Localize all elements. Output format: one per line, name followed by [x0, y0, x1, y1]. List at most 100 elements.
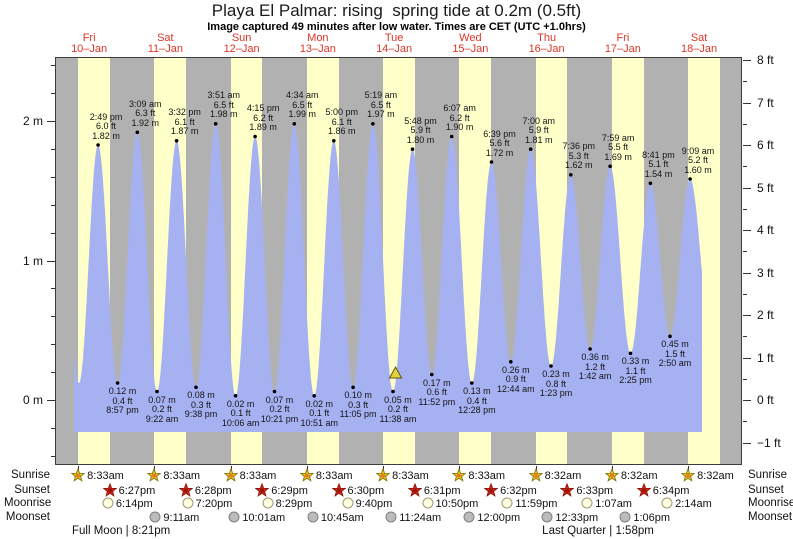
astro-row-label-sunrise: Sunrise	[748, 469, 787, 481]
sunset-entry: 6:34pm	[636, 482, 690, 500]
sunset-entry: 6:32pm	[483, 482, 537, 500]
high-tide-label: 7:59 am 5.5 ft 1.69 m	[601, 132, 635, 162]
moonset-time: 10:45am	[320, 512, 364, 524]
day-header: Mon 13–Jan	[300, 33, 336, 54]
left-axis-minor-tick	[51, 344, 55, 346]
low-tide-label: 0.23 m 0.8 ft 1:23 pm	[539, 369, 573, 398]
sunset-time: 6:30pm	[347, 485, 385, 497]
low-tide-dot	[549, 364, 553, 368]
right-axis-tick-label: 2 ft	[757, 308, 774, 322]
sunset-icon	[178, 482, 195, 500]
moonrise-entry: 6:14pm	[102, 497, 153, 511]
high-tide-label: 7:00 am 5.9 ft 1.81 m	[522, 115, 555, 145]
low-tide-label: 0.33 m 1.1 ft 2:25 pm	[619, 356, 652, 386]
high-tide-dot	[489, 160, 494, 164]
astro-row-label-moonrise: Moonrise	[4, 497, 52, 509]
right-axis-minor-tick	[743, 336, 747, 338]
moonrise-time: 8:29pm	[275, 498, 313, 510]
moonrise-icon	[342, 497, 356, 512]
low-tide-dot	[668, 334, 672, 339]
high-tide-label: 8:41 pm 5.1 ft 1.54 m	[642, 149, 675, 179]
moonset-icon	[385, 511, 399, 526]
moonrise-entry: 1:07am	[581, 497, 632, 511]
day-date: 17–Jan	[604, 42, 641, 55]
right-axis-minor-tick	[743, 81, 747, 83]
right-axis-minor-tick	[743, 378, 747, 380]
high-tide-label: 4:34 am 6.5 ft 1.99 m	[285, 90, 319, 120]
sunrise-icon	[528, 467, 545, 485]
right-axis-tick-label: 6 ft	[757, 138, 774, 152]
sunrise-time: 8:33am	[392, 470, 429, 482]
low-tide-dot	[155, 389, 159, 394]
sunset-time: 6:28pm	[194, 485, 232, 497]
moonrise-time: 1:07am	[595, 498, 632, 510]
sunset-time: 6:32pm	[500, 485, 537, 497]
low-tide-dot	[351, 385, 355, 390]
moonrise-icon	[182, 497, 196, 512]
sunrise-entry: 8:32am	[680, 467, 734, 485]
left-axis-major-tick	[47, 400, 55, 401]
moon-phase-note-full-moon: Full Moon | 8:21pm	[72, 525, 171, 537]
moonset-entry: 10:01am	[228, 511, 285, 525]
low-tide-dot	[194, 385, 198, 390]
sunrise-icon	[299, 467, 316, 485]
tide-area	[74, 123, 702, 433]
moonset-time: 11:24am	[399, 512, 442, 524]
day-date: 12–Jan	[223, 42, 260, 55]
sunset-icon	[331, 482, 348, 500]
sunset-icon	[483, 482, 500, 500]
left-axis-minor-tick	[51, 427, 55, 429]
left-axis-minor-tick	[51, 232, 55, 234]
sunrise-icon	[223, 467, 240, 485]
high-tide-dot	[135, 130, 140, 135]
sunrise-time: 8:33am	[468, 470, 506, 482]
sunset-time: 6:34pm	[652, 485, 690, 497]
high-tide-label: 3:32 pm 6.1 ft 1.87 m	[168, 107, 201, 137]
sunrise-icon	[680, 467, 697, 485]
sunrise-icon	[146, 467, 163, 485]
page-subtitle: Image captured 49 minutes after low wate…	[207, 21, 586, 33]
high-tide-label: 5:19 am 6.5 ft 1.97 m	[364, 90, 398, 120]
day-date: 10–Jan	[71, 42, 108, 55]
high-tide-label: 7:36 pm 5.3 ft 1.62 m	[562, 141, 596, 171]
low-tide-label: 0.10 m 0.3 ft 11:05 pm	[339, 390, 377, 420]
high-tide-label: 5:48 pm 5.9 ft 1.80 m	[404, 115, 437, 145]
moonrise-time: 6:14pm	[115, 498, 153, 510]
low-tide-dot	[312, 394, 317, 398]
sunset-entry: 6:27pm	[102, 482, 155, 498]
day-date: 15–Jan	[452, 42, 489, 55]
bottom-axis-tick	[383, 466, 385, 471]
low-tide-label: 0.02 m 0.1 ft 10:51 am	[300, 398, 338, 428]
day-header: Fri 17–Jan	[605, 33, 641, 54]
left-axis-major-tick	[47, 121, 55, 123]
low-tide-label: 0.45 m 1.5 ft 2:50 am	[658, 339, 692, 369]
high-tide-dot	[96, 143, 100, 147]
low-tide-label: 0.07 m 0.2 ft 9:22 am	[145, 394, 179, 424]
sunset-icon	[407, 482, 424, 500]
high-tide-dot	[332, 139, 336, 143]
high-tide-label: 5:00 pm 6.1 ft 1.86 m	[325, 107, 359, 137]
moonset-icon	[228, 511, 242, 526]
moonset-entry: 10:45am	[307, 511, 364, 525]
low-tide-dot	[470, 381, 474, 385]
high-tide-dot	[253, 134, 257, 139]
astro-row-label-moonrise: Moonrise	[748, 497, 793, 509]
tide-curve-svg	[74, 122, 702, 433]
right-axis-tick-label: −1 ft	[757, 435, 781, 450]
moonset-time: 12:33pm	[555, 512, 599, 524]
high-tide-dot	[688, 177, 692, 181]
high-tide-label: 6:39 pm 5.6 ft 1.72 m	[483, 128, 516, 158]
left-axis-minor-tick	[51, 65, 55, 67]
right-axis-tick-label: 5 ft	[757, 180, 774, 195]
sunrise-icon	[70, 467, 87, 485]
low-tide-dot	[509, 360, 513, 364]
right-axis-major-tick	[743, 400, 751, 401]
low-tide-dot	[272, 389, 277, 394]
day-name: Sat	[690, 32, 708, 44]
sunset-icon	[636, 482, 653, 500]
sunset-entry: 6:31pm	[407, 482, 461, 500]
sunset-entry: 6:33pm	[559, 482, 613, 498]
right-axis-minor-tick	[743, 166, 747, 168]
moonrise-time: 2:14am	[675, 498, 712, 510]
high-tide-dot	[213, 122, 218, 126]
